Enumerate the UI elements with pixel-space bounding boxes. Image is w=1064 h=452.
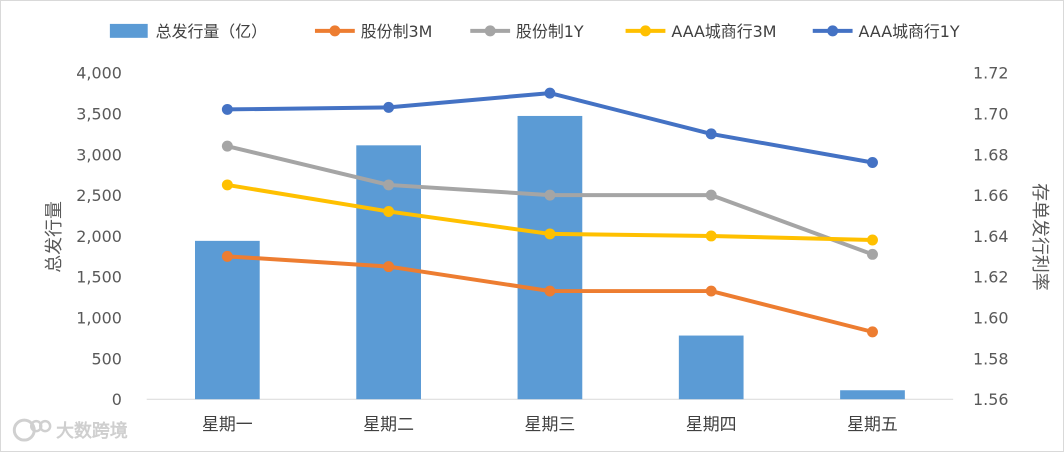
legend-item: 股份制3M bbox=[314, 22, 433, 41]
line-series bbox=[221, 87, 878, 168]
series-point bbox=[544, 189, 556, 201]
series-point bbox=[867, 326, 878, 338]
watermark: 大数跨境 bbox=[12, 418, 128, 442]
legend-item: AAA城商行3M bbox=[625, 22, 776, 41]
series-point bbox=[383, 205, 395, 217]
left-tick-label: 3,000 bbox=[76, 145, 122, 164]
category-label: 星期四 bbox=[686, 414, 737, 434]
series-point bbox=[705, 189, 717, 201]
left-tick-label: 1,000 bbox=[76, 309, 122, 328]
left-tick-label: 500 bbox=[91, 349, 121, 368]
series-point bbox=[221, 103, 233, 115]
legend-marker bbox=[484, 25, 496, 37]
logo-icon bbox=[12, 418, 52, 442]
right-tick-label: 1.72 bbox=[973, 64, 1008, 83]
series-point bbox=[544, 228, 556, 240]
legend-marker bbox=[827, 25, 839, 37]
series-point bbox=[867, 248, 878, 260]
category-label: 星期一 bbox=[202, 414, 253, 434]
category-label: 星期三 bbox=[525, 414, 576, 434]
series-point bbox=[544, 285, 556, 297]
series-point bbox=[705, 230, 717, 242]
left-tick-label: 3,500 bbox=[76, 104, 122, 123]
line-series bbox=[221, 140, 878, 260]
category-label: 星期五 bbox=[847, 414, 898, 434]
line-series bbox=[221, 179, 878, 246]
legend-swatch bbox=[109, 23, 148, 38]
right-tick-label: 1.62 bbox=[973, 268, 1008, 287]
legend-item: 股份制1Y bbox=[470, 22, 584, 41]
left-tick-label: 2,000 bbox=[76, 227, 122, 246]
bar bbox=[517, 115, 583, 400]
legend-marker bbox=[640, 25, 651, 37]
legend-marker bbox=[329, 25, 341, 37]
legend-label: AAA城商行3M bbox=[671, 22, 776, 41]
right-tick-label: 1.60 bbox=[973, 309, 1008, 328]
series-point bbox=[705, 285, 717, 297]
right-axis-title: 存单发行利率 bbox=[1029, 183, 1050, 291]
series-point bbox=[705, 128, 717, 140]
watermark-text: 大数跨境 bbox=[56, 420, 128, 442]
category-label: 星期二 bbox=[363, 414, 414, 434]
legend-item: 总发行量（亿） bbox=[109, 22, 267, 41]
right-tick-label: 1.68 bbox=[973, 145, 1008, 164]
bar bbox=[678, 335, 744, 400]
series-point bbox=[221, 250, 233, 262]
bar bbox=[194, 240, 260, 400]
series-point bbox=[221, 179, 233, 191]
legend-item: AAA城商行1Y bbox=[812, 22, 960, 41]
series-point bbox=[383, 261, 395, 273]
left-axis-title: 总发行量 bbox=[44, 201, 65, 273]
right-tick-label: 1.66 bbox=[973, 186, 1008, 205]
series-point bbox=[383, 179, 395, 191]
right-tick-label: 1.58 bbox=[973, 349, 1008, 368]
left-tick-label: 1,500 bbox=[76, 268, 122, 287]
right-axis-ticks: 1.56 1.58 1.60 1.62 1.64 1.66 1.68 1.70 1.72 bbox=[973, 64, 1008, 410]
series-point bbox=[867, 234, 878, 246]
bar bbox=[840, 390, 905, 400]
series-point bbox=[544, 87, 556, 99]
legend-label: 股份制3M bbox=[361, 22, 433, 41]
line-series bbox=[221, 250, 878, 338]
series-point bbox=[867, 157, 878, 168]
category-labels: 星期一 星期二 星期三 星期四 星期五 bbox=[202, 414, 898, 434]
bar-series bbox=[194, 115, 905, 400]
series-point bbox=[383, 101, 395, 113]
left-tick-label: 4,000 bbox=[76, 64, 122, 83]
legend-label: AAA城商行1Y bbox=[859, 22, 960, 41]
right-tick-label: 1.56 bbox=[973, 390, 1008, 409]
line-series-group bbox=[221, 87, 878, 338]
right-tick-label: 1.64 bbox=[973, 227, 1008, 246]
right-tick-label: 1.70 bbox=[973, 104, 1008, 123]
legend-label: 股份制1Y bbox=[516, 22, 584, 41]
legend: 总发行量（亿） 股份制3M 股份制1Y AAA城商行3M AAA城商行1Y bbox=[109, 22, 960, 41]
left-tick-label: 0 bbox=[112, 390, 122, 409]
left-axis-ticks: 0 500 1,000 1,500 2,000 2,500 3,000 3,500 4,000 bbox=[76, 64, 122, 410]
left-tick-label: 2,500 bbox=[76, 186, 122, 205]
legend-label: 总发行量（亿） bbox=[156, 22, 267, 41]
series-point bbox=[221, 140, 233, 152]
